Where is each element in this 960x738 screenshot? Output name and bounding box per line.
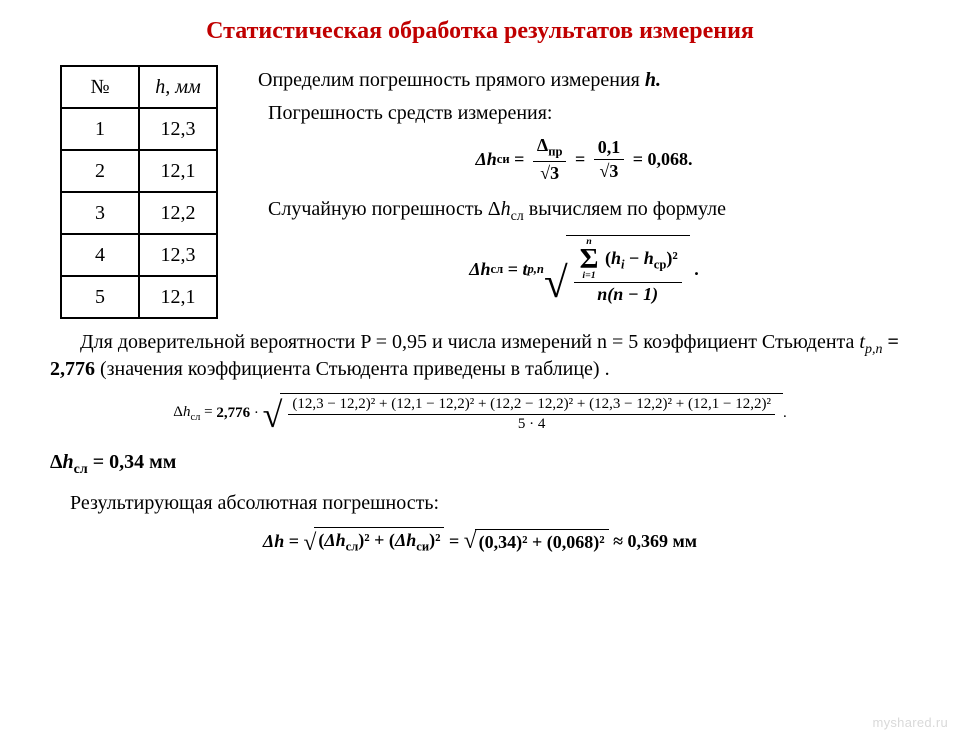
f1-num1: Δ	[537, 135, 548, 155]
f2-hi: h	[611, 248, 621, 268]
f1-num2: 0,1	[594, 137, 625, 160]
ff-v1: 0,34	[485, 532, 517, 552]
table-row: 212,1	[61, 150, 217, 192]
ff-t1s: сл	[346, 540, 359, 554]
formula-long-calculation: Δhсл = 2,776 · √ (12,3 − 12,2)² + (12,1 …	[0, 393, 960, 433]
cell-h: 12,3	[139, 108, 217, 150]
f2-tsub: p,n	[527, 262, 543, 277]
ff-t1: Δh	[324, 530, 345, 550]
resulting-label: Результирующая абсолютная погрешность:	[0, 492, 960, 515]
formula-random-error: Δhсл = tp,n √ nΣi=1 (hi − hср)² n(n − 1)	[258, 235, 910, 306]
f2-sum-bot: i=1	[580, 272, 599, 281]
rand-var: h	[501, 198, 511, 220]
rand-pre: Случайную погрешность Δ	[268, 198, 501, 220]
formula-final: Δh = √(Δhсл)² + (Δhси)² = √(0,34)² + (0,…	[0, 527, 960, 555]
ff-t2s: си	[416, 540, 429, 554]
table-row: 412,3	[61, 234, 217, 276]
determine-text: Определим погрешность прямого измерения	[258, 69, 645, 91]
f1-den1: √3	[533, 162, 567, 184]
cell-h: 12,3	[139, 234, 217, 276]
student-sub: p,n	[865, 342, 883, 357]
f1-lhs-sub: си	[497, 152, 510, 167]
res-sl-sub: сл	[74, 462, 88, 477]
result-random-error: ΔΔhhсл = 0,34 мм	[0, 451, 960, 478]
lf-t2: (12,2 − 12,2)²	[490, 396, 573, 412]
f2-i: i	[621, 257, 625, 271]
student-post: (значения коэффициента Стьюдента приведе…	[95, 358, 610, 380]
determine-line: Определим погрешность прямого измерения …	[258, 69, 910, 92]
ff-t2: Δh	[395, 530, 416, 550]
right-column: Определим погрешность прямого измерения …	[258, 65, 910, 319]
ff-lhs: Δh	[263, 531, 284, 552]
lf-den: 5 · 4	[288, 415, 775, 433]
cell-h: 12,1	[139, 276, 217, 318]
ff-v2: 0,068	[553, 532, 594, 552]
lf-t4: (12,1 − 12,2)²	[688, 396, 771, 412]
cell-h: 12,2	[139, 192, 217, 234]
lf-coef: 2,776	[216, 405, 250, 422]
lf-t3: (12,3 − 12,2)²	[589, 396, 672, 412]
table-header-row: № h, мм	[61, 66, 217, 108]
f1-rhs: 0,068.	[648, 149, 693, 170]
cell-n: 4	[61, 234, 139, 276]
table-row: 512,1	[61, 276, 217, 318]
formula-instrument-error: Δhси = Δпр√3 = 0,1√3 = 0,068.	[258, 135, 910, 184]
f2-mean: ср	[654, 257, 667, 271]
determine-var: h.	[645, 69, 661, 91]
f2-hmean: h	[644, 248, 654, 268]
f1-den2: √3	[594, 160, 625, 182]
page-title: Статистическая обработка результатов изм…	[0, 18, 960, 45]
cell-n: 2	[61, 150, 139, 192]
f1-num1-sub: пр	[548, 145, 562, 159]
f2-den: n(n − 1)	[574, 283, 682, 305]
measurement-table: № h, мм 112,3 212,1 312,2 412,3 512,1	[60, 65, 218, 319]
conf-text: Для доверительной вероятности P = 0,95 и…	[80, 331, 859, 353]
col-h-header: h, мм	[139, 66, 217, 108]
table-row: 112,3	[61, 108, 217, 150]
res-sl-val: = 0,34 мм	[88, 451, 177, 473]
f2-sqrt: √ nΣi=1 (hi − hср)² n(n − 1)	[544, 235, 690, 306]
f2-lhs-sub: сл	[491, 262, 504, 277]
rand-post: вычисляем по формуле	[524, 198, 726, 220]
ff-res: 0,369 мм	[628, 531, 698, 552]
cell-n: 1	[61, 108, 139, 150]
lf-t1: (12,1 − 12,2)²	[391, 396, 474, 412]
cell-n: 3	[61, 192, 139, 234]
lf-t0: (12,3 − 12,2)²	[292, 396, 375, 412]
top-section: № h, мм 112,3 212,1 312,2 412,3 512,1 Оп…	[0, 65, 960, 319]
f1-lhs: Δh	[475, 149, 496, 170]
f2-lhs: Δh	[469, 259, 490, 280]
col-number-header: №	[61, 66, 139, 108]
rand-sub: сл	[511, 209, 524, 224]
instrument-error-label: Погрешность средств измерения:	[268, 102, 910, 125]
confidence-paragraph: Для доверительной вероятности P = 0,95 и…	[0, 331, 960, 381]
cell-h: 12,1	[139, 150, 217, 192]
table-row: 312,2	[61, 192, 217, 234]
watermark: myshared.ru	[872, 715, 948, 730]
random-error-label: Случайную погрешность Δhсл вычисляем по …	[268, 198, 910, 225]
cell-n: 5	[61, 276, 139, 318]
